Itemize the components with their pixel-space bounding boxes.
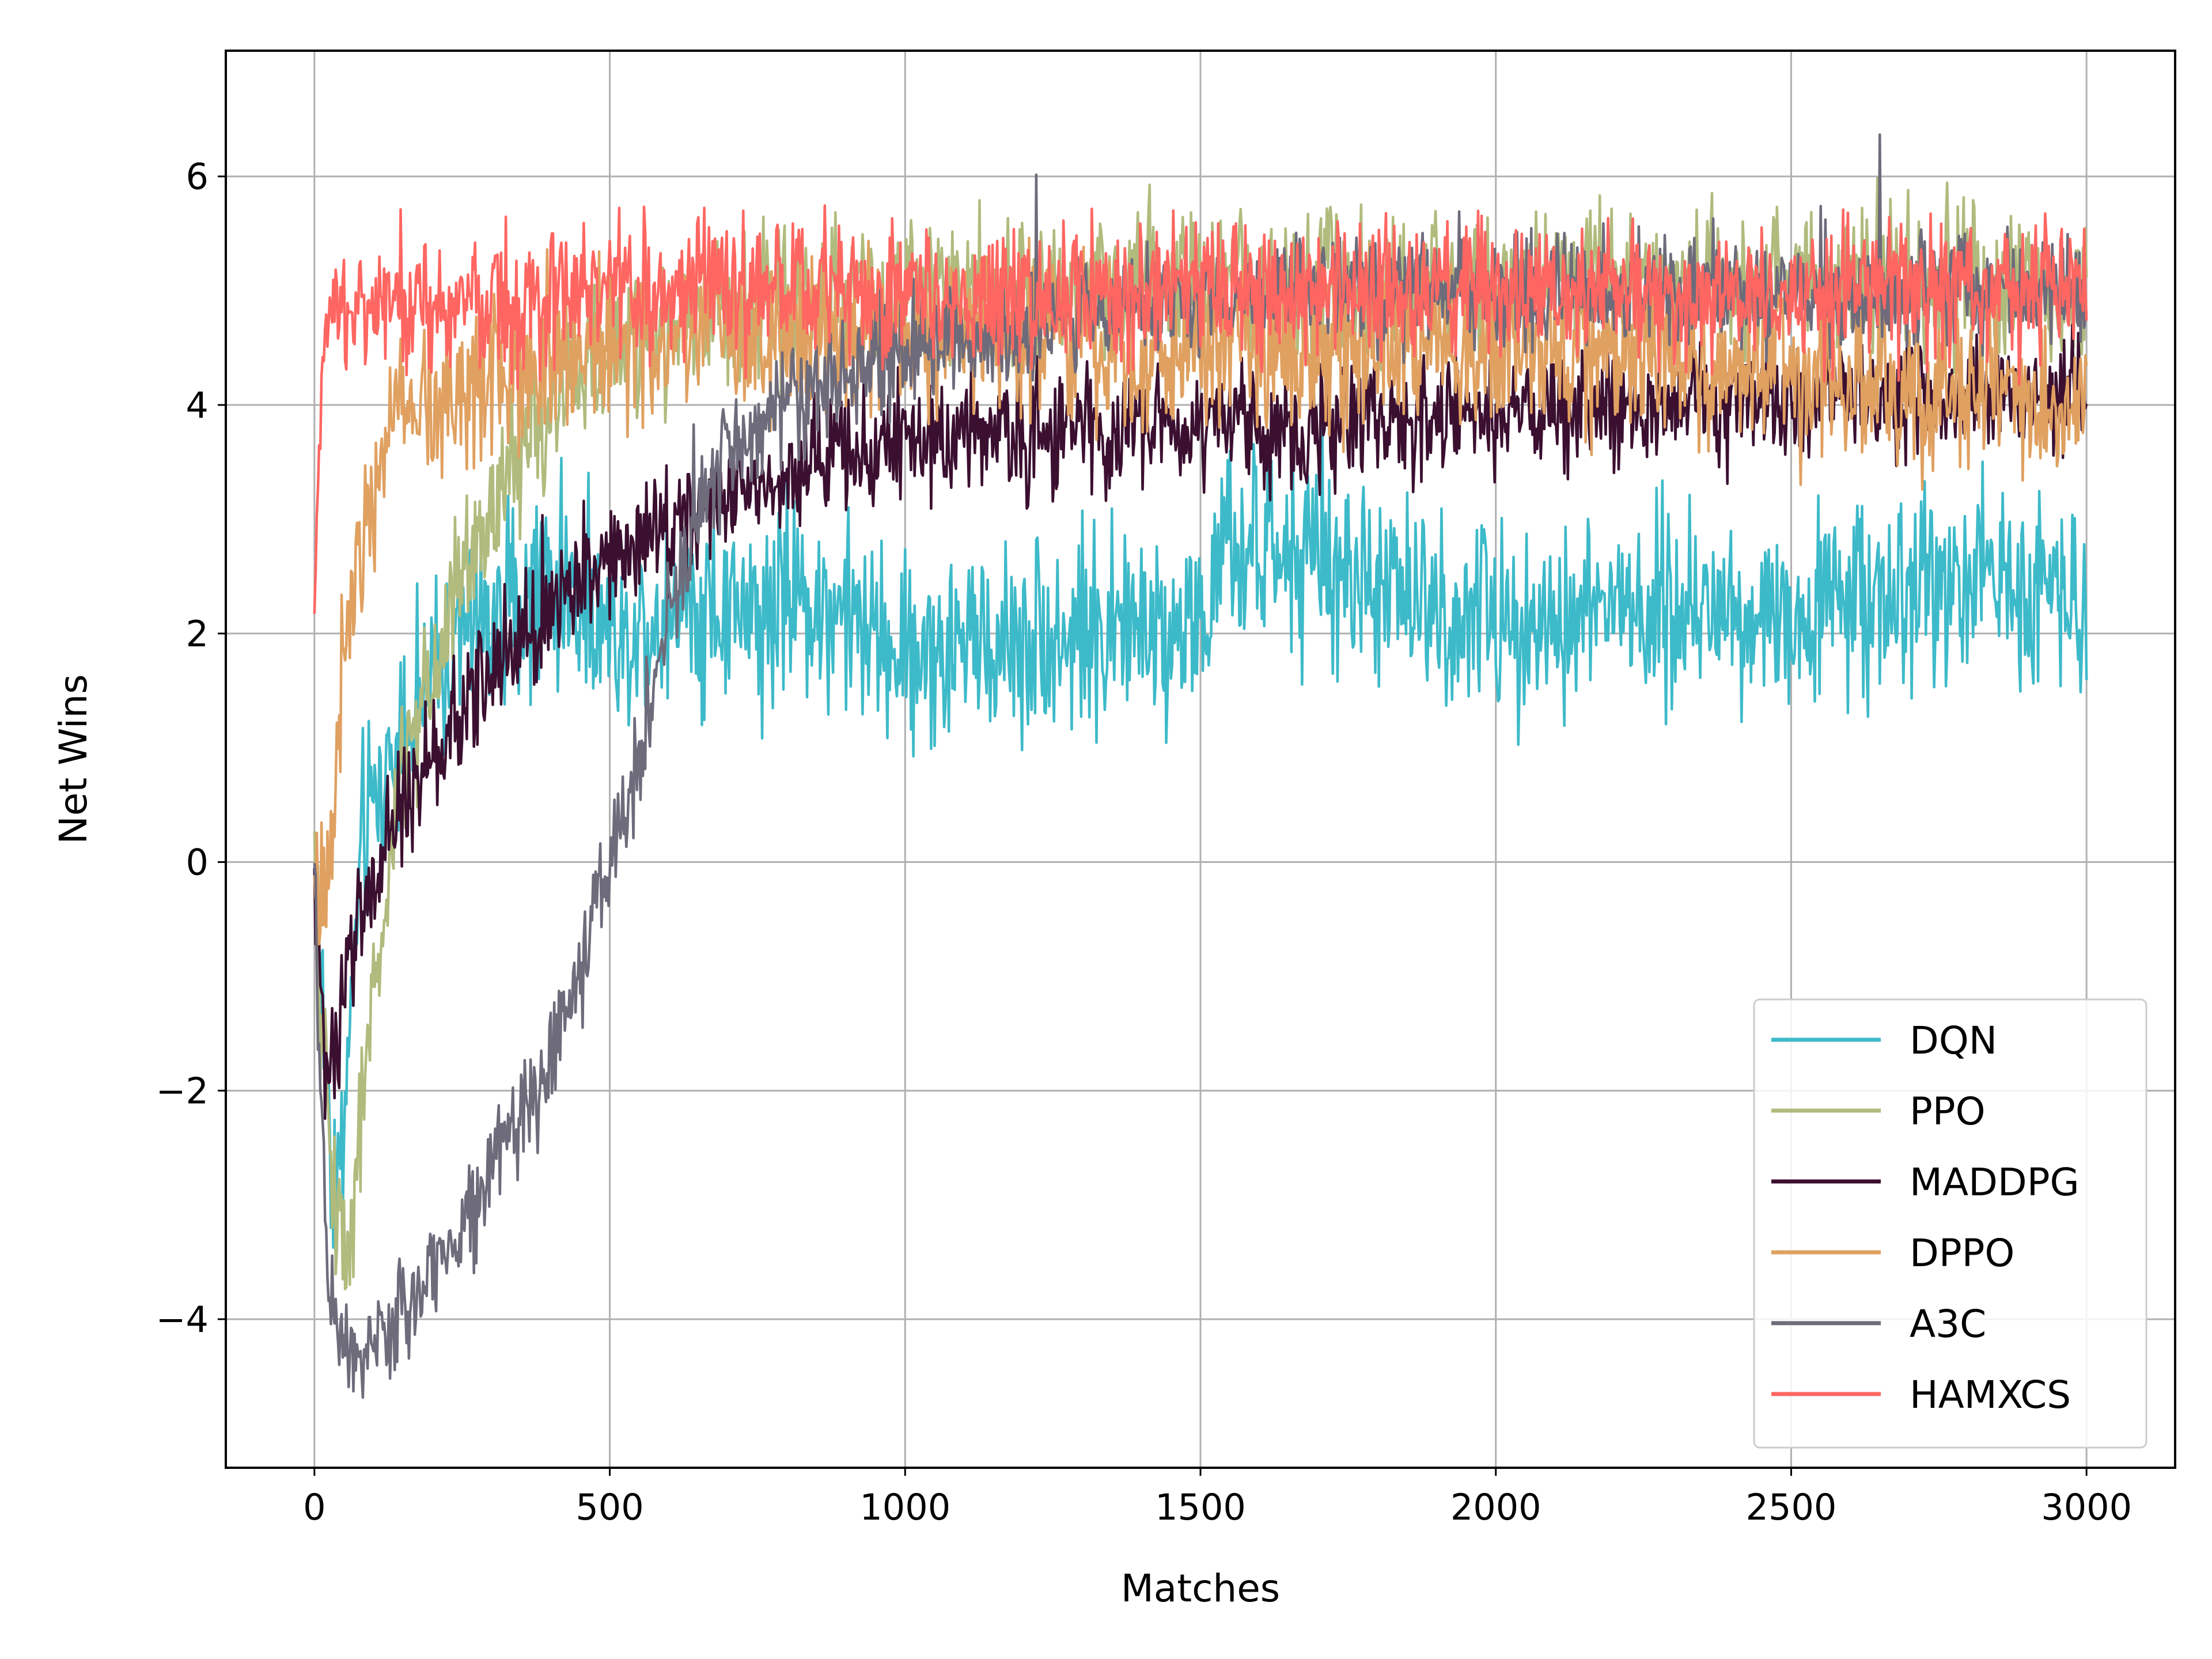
x-axis-label: Matches: [1121, 1566, 1280, 1611]
y-tick-label: 4: [186, 384, 209, 426]
x-tick-label: 0: [303, 1486, 325, 1528]
legend-label-dppo: DPPO: [1910, 1231, 2014, 1275]
legend-label-dqn: DQN: [1910, 1018, 1997, 1063]
plot-series: [313, 133, 2088, 1399]
y-tick-label: 6: [186, 156, 209, 198]
legend-label-a3c: A3C: [1910, 1302, 1986, 1346]
y-tick-label: 2: [186, 613, 209, 655]
x-tick-label: 1500: [1155, 1486, 1246, 1528]
y-tick-label: −4: [156, 1298, 209, 1340]
series-line-maddpg: [313, 323, 2088, 1120]
series-line-dqn: [313, 387, 2088, 1249]
legend: DQN PPO MADDPG DPPO A3C HAMXCS: [1753, 998, 2147, 1449]
x-tick-label: 2500: [1746, 1486, 1837, 1528]
axis-ticks: 0 500 1000 1500 2000 2500 3000 −4 −2 0 2 4 6: [156, 156, 2132, 1528]
y-tick-label: −2: [156, 1070, 209, 1112]
legend-label-hamxcs: HAMXCS: [1910, 1373, 2071, 1417]
y-axis-label: Net Wins: [51, 674, 96, 844]
x-tick-label: 500: [575, 1486, 643, 1528]
x-tick-label: 3000: [2041, 1486, 2132, 1528]
series-line-dppo: [313, 236, 2088, 946]
y-tick-label: 0: [186, 842, 209, 884]
legend-label-maddpg: MADDPG: [1910, 1160, 2080, 1205]
x-tick-label: 1000: [859, 1486, 950, 1528]
series-line-hamxcs: [313, 204, 2088, 614]
x-tick-label: 2000: [1450, 1486, 1541, 1528]
legend-label-ppo: PPO: [1910, 1089, 1986, 1134]
